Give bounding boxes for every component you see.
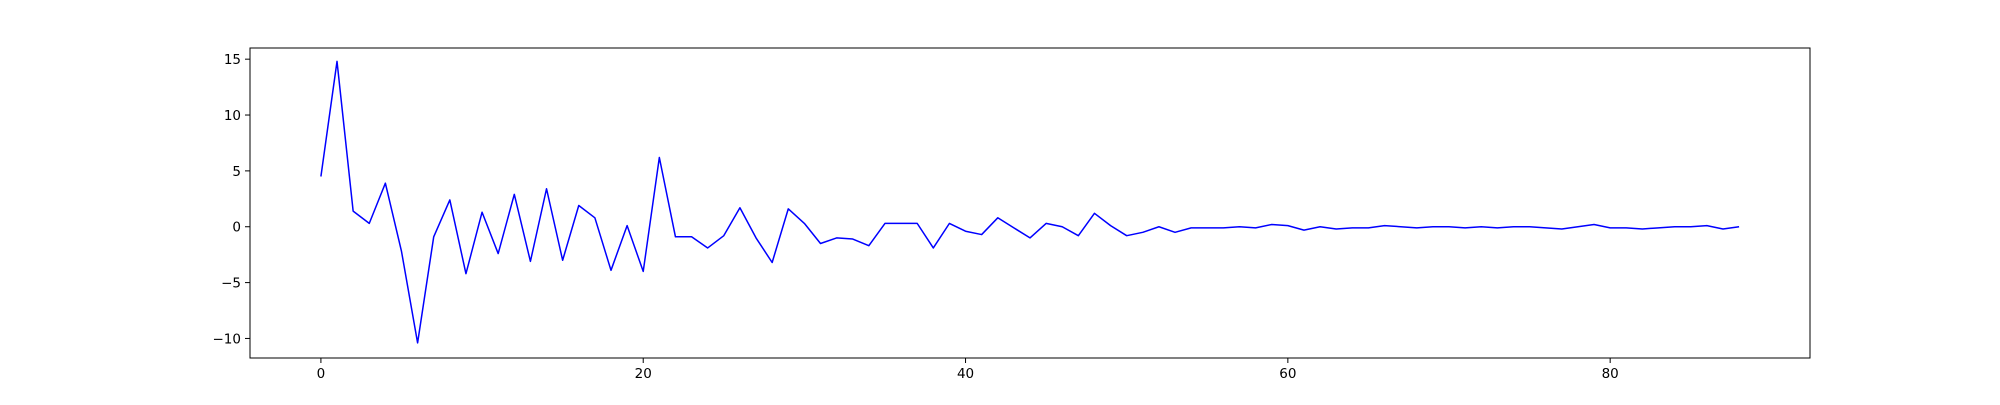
series-layer — [320, 60, 1740, 344]
plot-frame — [249, 47, 1811, 359]
x-tick-label: 40 — [957, 366, 974, 382]
x-tick-label: 0 — [317, 366, 326, 382]
y-tick-label: −10 — [213, 331, 242, 347]
x-tick-label: 80 — [1602, 366, 1619, 382]
x-tick-label: 60 — [1279, 366, 1296, 382]
y-tick-label: 15 — [224, 52, 241, 68]
y-tick-label: 10 — [224, 108, 241, 124]
x-tick-label: 20 — [635, 366, 652, 382]
y-tick-label: −5 — [221, 276, 241, 292]
y-tick-label: 5 — [232, 164, 241, 180]
y-tick-label: 0 — [232, 220, 241, 236]
x-axis: 0 20 40 60 80 — [317, 358, 1619, 382]
y-axis: −10 −5 0 5 10 15 — [213, 52, 250, 347]
series-line-1 — [320, 60, 1740, 344]
